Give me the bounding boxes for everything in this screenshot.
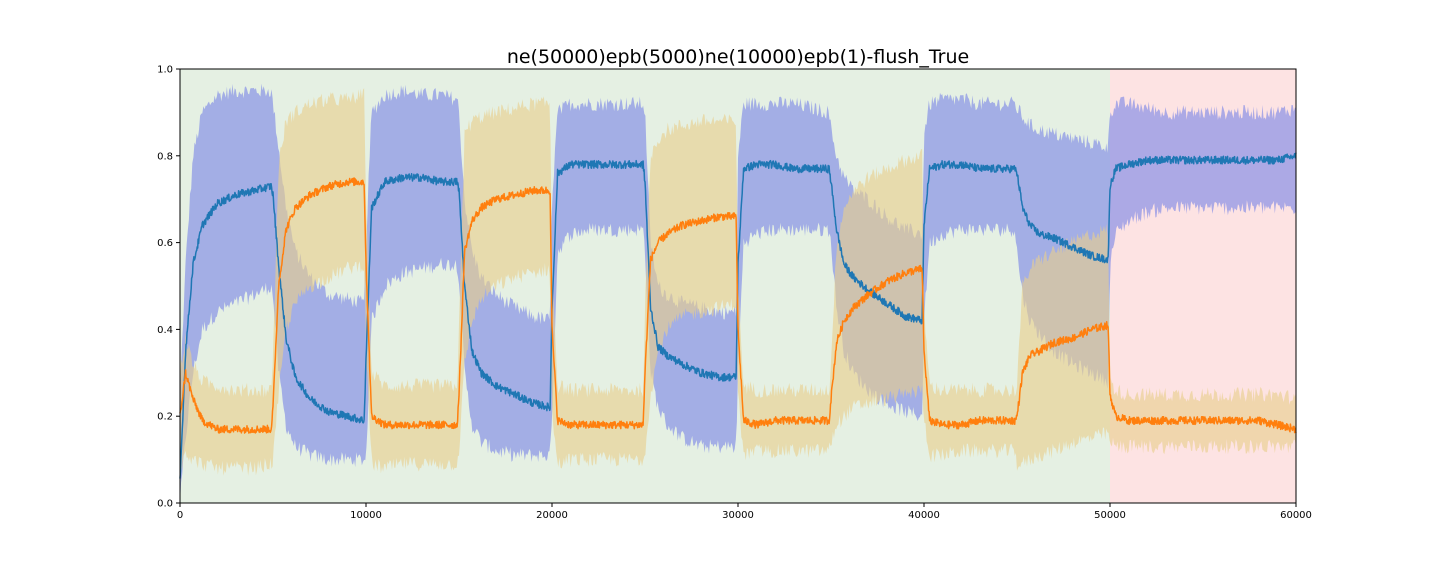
x-tick-label: 60000 (1280, 510, 1312, 521)
series-lines (179, 152, 1297, 479)
y-tick-label: 0.0 (157, 499, 173, 510)
y-tick-label: 0.8 (157, 151, 173, 162)
x-tick-label: 30000 (722, 510, 754, 521)
y-tick-label: 0.2 (157, 412, 173, 423)
x-tick-label: 0 (177, 510, 183, 521)
chart-title: ne(50000)epb(5000)ne(10000)epb(1)-flush_… (507, 46, 969, 68)
y-tick-label: 1.0 (157, 65, 173, 76)
x-axis: 0 10000 20000 30000 40000 50000 60000 (177, 503, 1312, 521)
series-0-line (179, 152, 1297, 479)
y-tick-label: 0.4 (157, 325, 173, 336)
x-tick-label: 10000 (350, 510, 382, 521)
y-tick-label: 0.6 (157, 238, 173, 249)
x-tick-label: 20000 (536, 510, 568, 521)
series-1-line (179, 177, 1297, 434)
y-axis: 0.0 0.2 0.4 0.6 0.8 1.0 (157, 65, 180, 510)
x-tick-label: 50000 (1094, 510, 1126, 521)
x-tick-label: 40000 (908, 510, 940, 521)
